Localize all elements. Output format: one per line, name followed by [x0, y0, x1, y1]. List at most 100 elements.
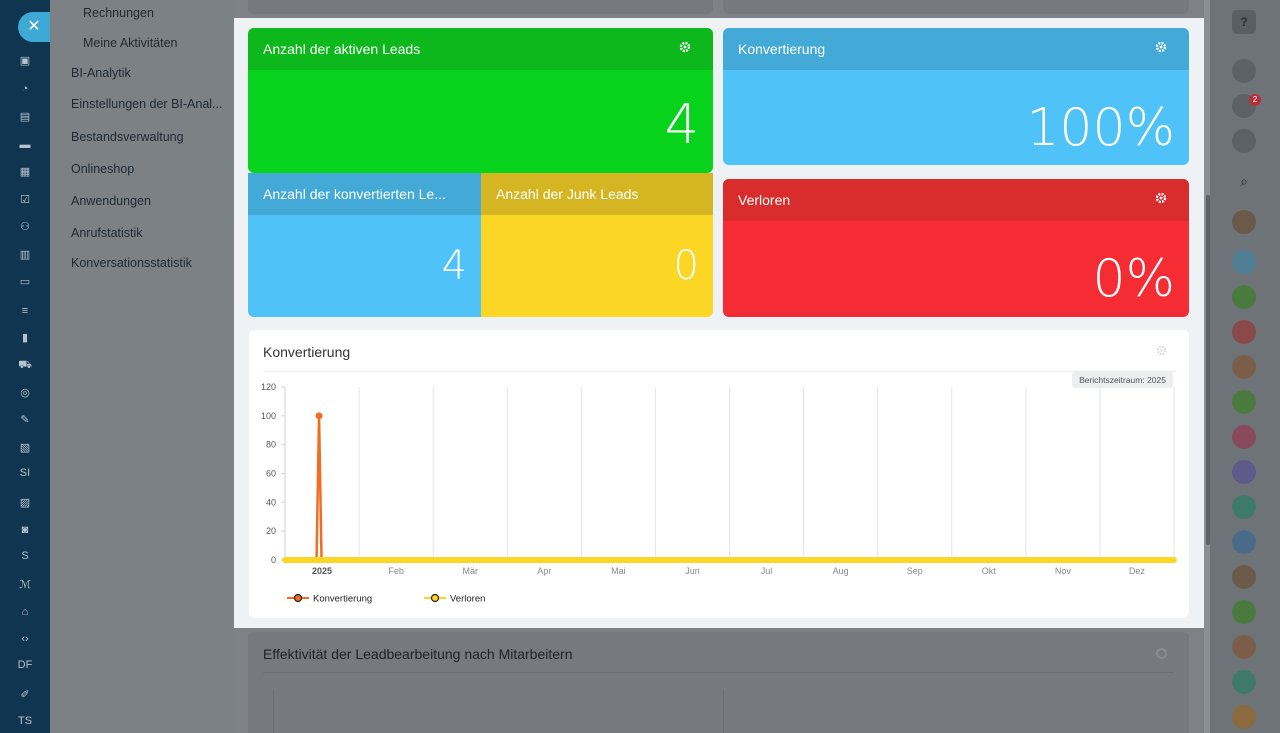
- x-tick-label: Apr: [537, 566, 551, 576]
- invoice-icon[interactable]: ▨: [19, 497, 31, 509]
- lock-icon[interactable]: [1232, 285, 1256, 309]
- lower-card-title: Effektivität der Leadbearbeitung nach Mi…: [263, 646, 573, 662]
- tile-header: Anzahl der aktiven Leads: [248, 28, 713, 70]
- users-icon[interactable]: ⚇: [20, 221, 30, 233]
- group-icon[interactable]: [1232, 705, 1256, 729]
- y-tick-label: 40: [266, 497, 276, 507]
- tile-active-leads[interactable]: Anzahl der aktiven Leads 4: [248, 28, 713, 173]
- lock-icon[interactable]: [1232, 320, 1256, 344]
- analytics-icon[interactable]: ▮: [21, 332, 29, 344]
- lower-report-card: Effektivität der Leadbearbeitung nach Mi…: [248, 632, 1189, 733]
- market-icon[interactable]: ℳ: [19, 579, 31, 591]
- tile-title: Konvertierung: [738, 41, 826, 57]
- menu-item-konversationsstatistik[interactable]: Konversationsstatistik: [71, 256, 192, 270]
- y-tick-label: 100: [261, 411, 276, 421]
- data-point-konvertierung: [315, 412, 323, 420]
- tile-conversion[interactable]: Konvertierung 100%: [723, 28, 1189, 165]
- checklist-icon[interactable]: ☑: [20, 194, 30, 206]
- edit-list-icon[interactable]: ✐: [20, 689, 30, 701]
- x-tick-label: Mär: [462, 566, 478, 576]
- tile-title: Anzahl der konvertierten Le...: [263, 186, 446, 202]
- avatar[interactable]: [1232, 210, 1256, 234]
- robot-icon[interactable]: ◙: [21, 524, 29, 536]
- gear-icon[interactable]: [1156, 345, 1167, 356]
- x-tick-label: Dez: [1129, 566, 1146, 576]
- lock-icon[interactable]: [1232, 635, 1256, 659]
- avatar[interactable]: [1232, 565, 1256, 589]
- lock-icon[interactable]: [1232, 495, 1256, 519]
- code-icon[interactable]: ‹›: [21, 633, 29, 645]
- tile-title: Anzahl der Junk Leads: [496, 186, 639, 202]
- tile-junk-leads[interactable]: Anzahl der Junk Leads 0: [481, 173, 713, 317]
- menu-item-anrufstatistik[interactable]: Anrufstatistik: [71, 226, 143, 240]
- series-line-konvertierung: [315, 415, 323, 561]
- tile-value: 4: [664, 93, 699, 156]
- nav-item-si[interactable]: SI: [19, 467, 31, 479]
- tile-converted-leads[interactable]: Anzahl der konvertierten Le... 4: [248, 173, 481, 317]
- chart-title: Konvertierung: [263, 344, 351, 360]
- menu-item-rechnungen[interactable]: Rechnungen: [83, 6, 154, 20]
- nav-item-ts[interactable]: TS: [17, 715, 33, 727]
- tile-lost[interactable]: Verloren 0%: [723, 179, 1189, 317]
- settings-icon[interactable]: [1156, 648, 1167, 659]
- lock-icon[interactable]: [1232, 460, 1256, 484]
- chat-icon[interactable]: ▬: [19, 139, 31, 151]
- menu-item-anwendungen[interactable]: Anwendungen: [71, 194, 151, 208]
- search-icon[interactable]: ⌕: [1240, 173, 1248, 189]
- legend-marker: [430, 593, 440, 603]
- y-tick-label: 120: [261, 382, 276, 392]
- scrollbar-thumb[interactable]: [1206, 195, 1210, 545]
- tile-value: 0%: [1092, 249, 1176, 309]
- x-tick-label: Sep: [907, 566, 923, 576]
- tile-header: Konvertierung: [723, 28, 1189, 70]
- gear-icon[interactable]: [679, 41, 691, 53]
- calendar-icon[interactable]: [1232, 670, 1256, 694]
- y-tick-label: 80: [266, 440, 276, 450]
- checklist-icon[interactable]: [1232, 600, 1256, 624]
- tasks-icon[interactable]: ▤: [19, 111, 31, 123]
- gear-icon[interactable]: [1155, 41, 1167, 53]
- period-badge: Berichtszeitraum: 2025: [1072, 372, 1173, 388]
- y-tick-label: 0: [271, 555, 276, 565]
- nav-item-s[interactable]: S: [21, 550, 29, 562]
- nav-item-df[interactable]: DF: [17, 659, 33, 671]
- x-tick-label: Jun: [685, 566, 700, 576]
- divider: [723, 690, 724, 733]
- tile-title: Anzahl der aktiven Leads: [263, 41, 421, 57]
- menu-item-bi-einstellungen[interactable]: Einstellungen der BI-Anal...: [71, 97, 223, 111]
- calendar-icon[interactable]: ▦: [19, 166, 31, 178]
- x-tick-label: Jul: [761, 566, 773, 576]
- inbox-icon[interactable]: ▭: [19, 276, 31, 288]
- menu-item-meine-aktivitaeten[interactable]: Meine Aktivitäten: [83, 36, 178, 50]
- contact-card-icon[interactable]: ▧: [19, 442, 31, 454]
- crm-icon[interactable]: ◔: [21, 83, 29, 95]
- document-icon[interactable]: ▥: [19, 249, 31, 261]
- menu-item-bi-analytik[interactable]: BI-Analytik: [71, 66, 131, 80]
- help-icon[interactable]: ?: [1232, 10, 1256, 34]
- copilot-icon[interactable]: [1232, 59, 1256, 83]
- right-sidebar: ? 2 ⌕: [1210, 0, 1280, 733]
- tile-value: 0: [673, 243, 699, 289]
- target-icon[interactable]: ◎: [20, 387, 30, 399]
- gear-icon[interactable]: [1155, 192, 1167, 204]
- contact-card-icon[interactable]: [1232, 425, 1256, 449]
- group-icon[interactable]: [1232, 530, 1256, 554]
- lock-icon[interactable]: [1232, 390, 1256, 414]
- divider: [273, 690, 274, 733]
- bank-icon[interactable]: ⌂: [21, 606, 29, 618]
- close-icon[interactable]: ✕: [18, 12, 50, 42]
- home-icon[interactable]: ▣: [19, 55, 31, 67]
- chat-bubble-icon[interactable]: [1232, 129, 1256, 153]
- x-tick-label: Mai: [611, 566, 626, 576]
- sign-icon[interactable]: ✎: [20, 414, 30, 426]
- divider: [263, 672, 1174, 673]
- lock-icon[interactable]: [1232, 355, 1256, 379]
- menu-item-onlineshop[interactable]: Onlineshop: [71, 162, 135, 176]
- chat-group-icon[interactable]: [1232, 250, 1256, 274]
- menu-item-bestandsverwaltung[interactable]: Bestandsverwaltung: [71, 130, 184, 144]
- filter-icon[interactable]: ≡: [21, 305, 29, 317]
- cart-icon[interactable]: ⛟: [18, 359, 32, 371]
- x-tick-label: Okt: [982, 566, 997, 576]
- legend-marker: [293, 593, 303, 603]
- legend-label: Konvertierung: [313, 594, 372, 605]
